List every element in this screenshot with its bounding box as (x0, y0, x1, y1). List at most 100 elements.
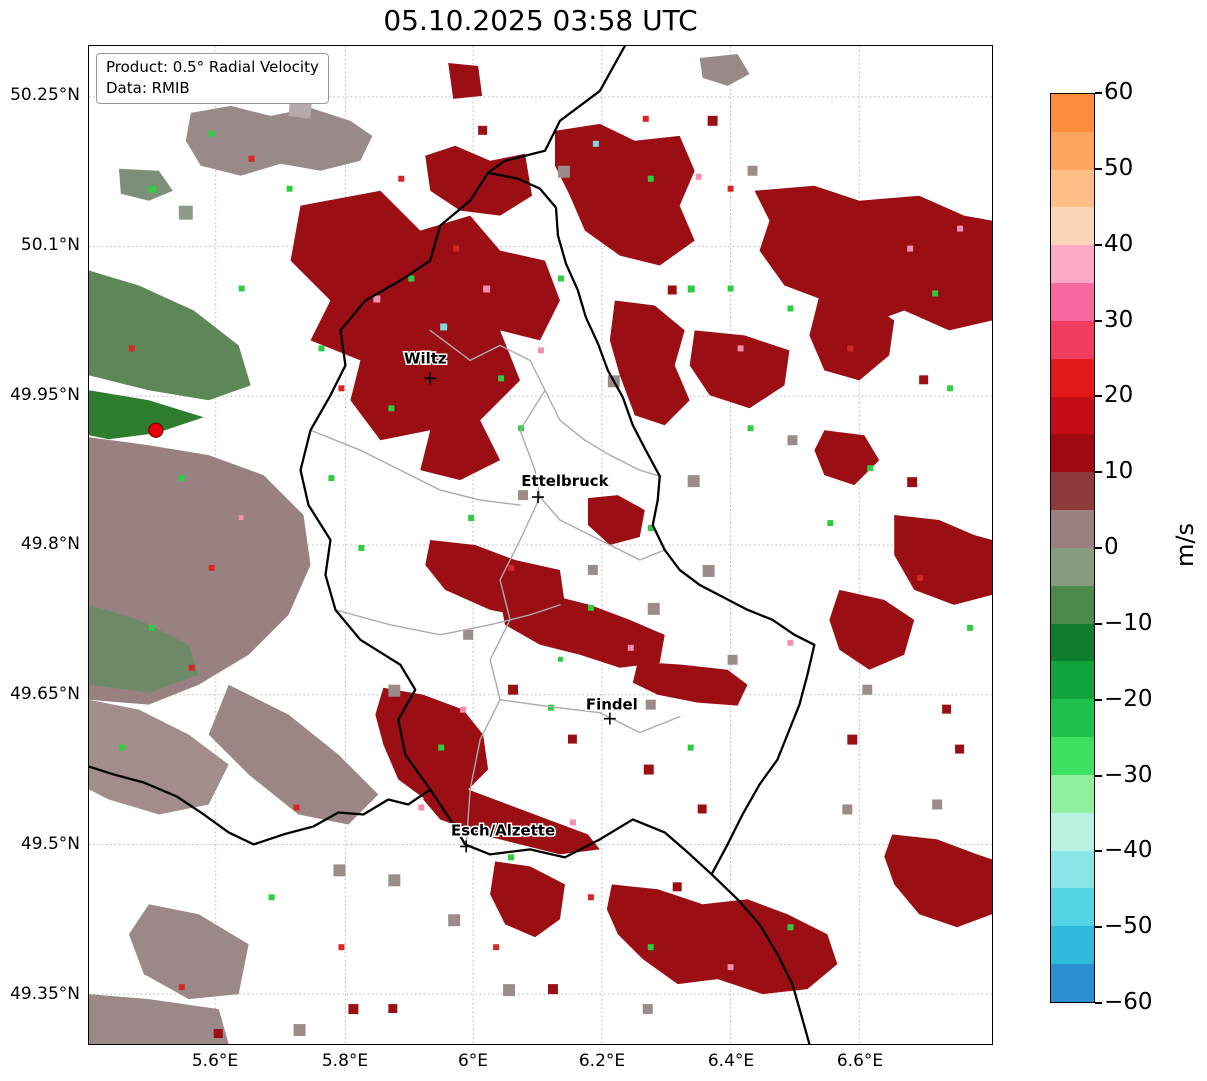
radar-speckle (643, 764, 654, 775)
city-label: Findel (586, 696, 638, 714)
radar-echo-esch (423, 782, 600, 855)
colorbar-tick-label: −60 (1104, 989, 1153, 1015)
radar-echo-center-small (587, 495, 645, 545)
colorbar-tick-label: −40 (1104, 837, 1153, 864)
colorbar-segment (1051, 396, 1094, 435)
radar-speckle (787, 305, 794, 312)
country-border-line (299, 171, 490, 791)
radar-speckle (333, 864, 346, 877)
colorbar-segment (1051, 510, 1094, 548)
lat-tick-label: 49.65°N (10, 684, 80, 704)
radar-speckle (787, 639, 794, 646)
radar-speckle (118, 744, 125, 751)
lat-tick-label: 50.1°N (20, 235, 80, 255)
radar-echo-nw-main (290, 190, 560, 481)
radar-speckle (293, 1024, 306, 1037)
radar-speckle (569, 819, 576, 826)
radar-speckle (557, 275, 564, 282)
radar-speckle (388, 874, 401, 887)
radar-speckle (338, 385, 345, 392)
radar-speckle (178, 475, 185, 482)
radar-echo-esch-south (490, 861, 565, 938)
colorbar-tick-mark (1095, 850, 1102, 853)
radar-speckle (642, 115, 649, 122)
radar-speckle (625, 357, 636, 368)
radar-speckle (955, 744, 965, 754)
radar-speckle (148, 624, 155, 631)
radar-speckle (508, 854, 515, 861)
colorbar-segment (1051, 245, 1094, 284)
colorbar-segment (1051, 131, 1094, 170)
colorbar-tick-mark (1095, 471, 1102, 474)
city-label: Ettelbruck (521, 472, 609, 490)
radar-speckle (727, 185, 734, 192)
radar-speckle (687, 744, 694, 751)
colorbar-segment (1051, 926, 1094, 965)
radar-speckle (498, 375, 505, 382)
radar-echo-right-mid (894, 515, 992, 605)
radar-speckle (463, 629, 474, 640)
radar-speckle (592, 140, 599, 147)
radar-speckle (518, 490, 529, 501)
radar-speckle (478, 125, 488, 135)
radar-speckle (647, 602, 660, 615)
colorbar-segment (1051, 737, 1094, 775)
radar-speckle (727, 964, 734, 971)
colorbar-tick-label: 0 (1104, 534, 1119, 560)
radar-speckle (862, 684, 873, 695)
colorbar-segment (1051, 472, 1094, 511)
radar-speckle (398, 175, 405, 182)
radar-speckle (188, 664, 195, 671)
colorbar-tick-mark (1095, 547, 1102, 549)
radar-speckle (483, 285, 491, 293)
map-plot-area: Wiltz Ettelbruck Findel Esch/Alzette Produc… (88, 45, 993, 1045)
radar-speckle (440, 323, 448, 331)
radar-speckle (373, 295, 381, 303)
radar-speckle (587, 564, 598, 575)
district-border-line (429, 329, 661, 477)
radar-speckle (747, 425, 754, 432)
radar-speckle (358, 545, 365, 551)
radar-echo-radar-darkgreen (89, 390, 204, 440)
radar-speckle (460, 706, 467, 713)
lon-tick-label: 6.2°E (578, 1051, 626, 1071)
radar-speckle (508, 564, 515, 571)
lon-tick-label: 6.4°E (707, 1051, 755, 1071)
radar-speckle (388, 1004, 398, 1014)
radar-speckle (957, 225, 964, 232)
colorbar-tick-label: 40 (1104, 230, 1134, 257)
radar-speckle (508, 684, 519, 695)
radar-speckle (787, 924, 794, 931)
radar-speckle (645, 699, 656, 710)
radar-speckle (318, 345, 325, 352)
country-border-line (486, 46, 626, 174)
radar-speckle (538, 347, 544, 354)
radar-speckle (128, 345, 135, 352)
colorbar-segment (1051, 169, 1094, 208)
country-border-line (486, 171, 661, 478)
radar-speckle (238, 285, 245, 292)
radar-speckle (647, 175, 654, 182)
radar-speckle (727, 285, 734, 292)
radar-echo-gray-top-small (699, 53, 750, 86)
lon-tick-label: 5.6°E (191, 1051, 239, 1071)
radar-speckle (503, 984, 516, 997)
lat-tick-label: 49.35°N (10, 984, 80, 1004)
colorbar-unit-label: m/s (1170, 523, 1199, 567)
colorbar-tick-mark (1095, 243, 1102, 246)
product-annotation-line1: Product: 0.5° Radial Velocity (106, 58, 319, 76)
radar-speckle (418, 804, 425, 811)
radar-speckle (547, 704, 554, 711)
radar-speckle (907, 245, 914, 252)
radar-speckle (468, 515, 475, 522)
radar-speckle (328, 475, 335, 482)
district-border-line (309, 429, 521, 506)
colorbar-tick-label: 60 (1104, 79, 1134, 105)
radar-speckle (687, 285, 695, 293)
lon-tick-label: 5.8°E (321, 1051, 369, 1071)
radar-speckle (695, 173, 702, 180)
radar-echo-findel-east (632, 661, 748, 706)
radar-echo-sw-a (375, 687, 489, 802)
radar-echo-bottom-right (884, 834, 992, 928)
radar-speckle (348, 1004, 359, 1015)
